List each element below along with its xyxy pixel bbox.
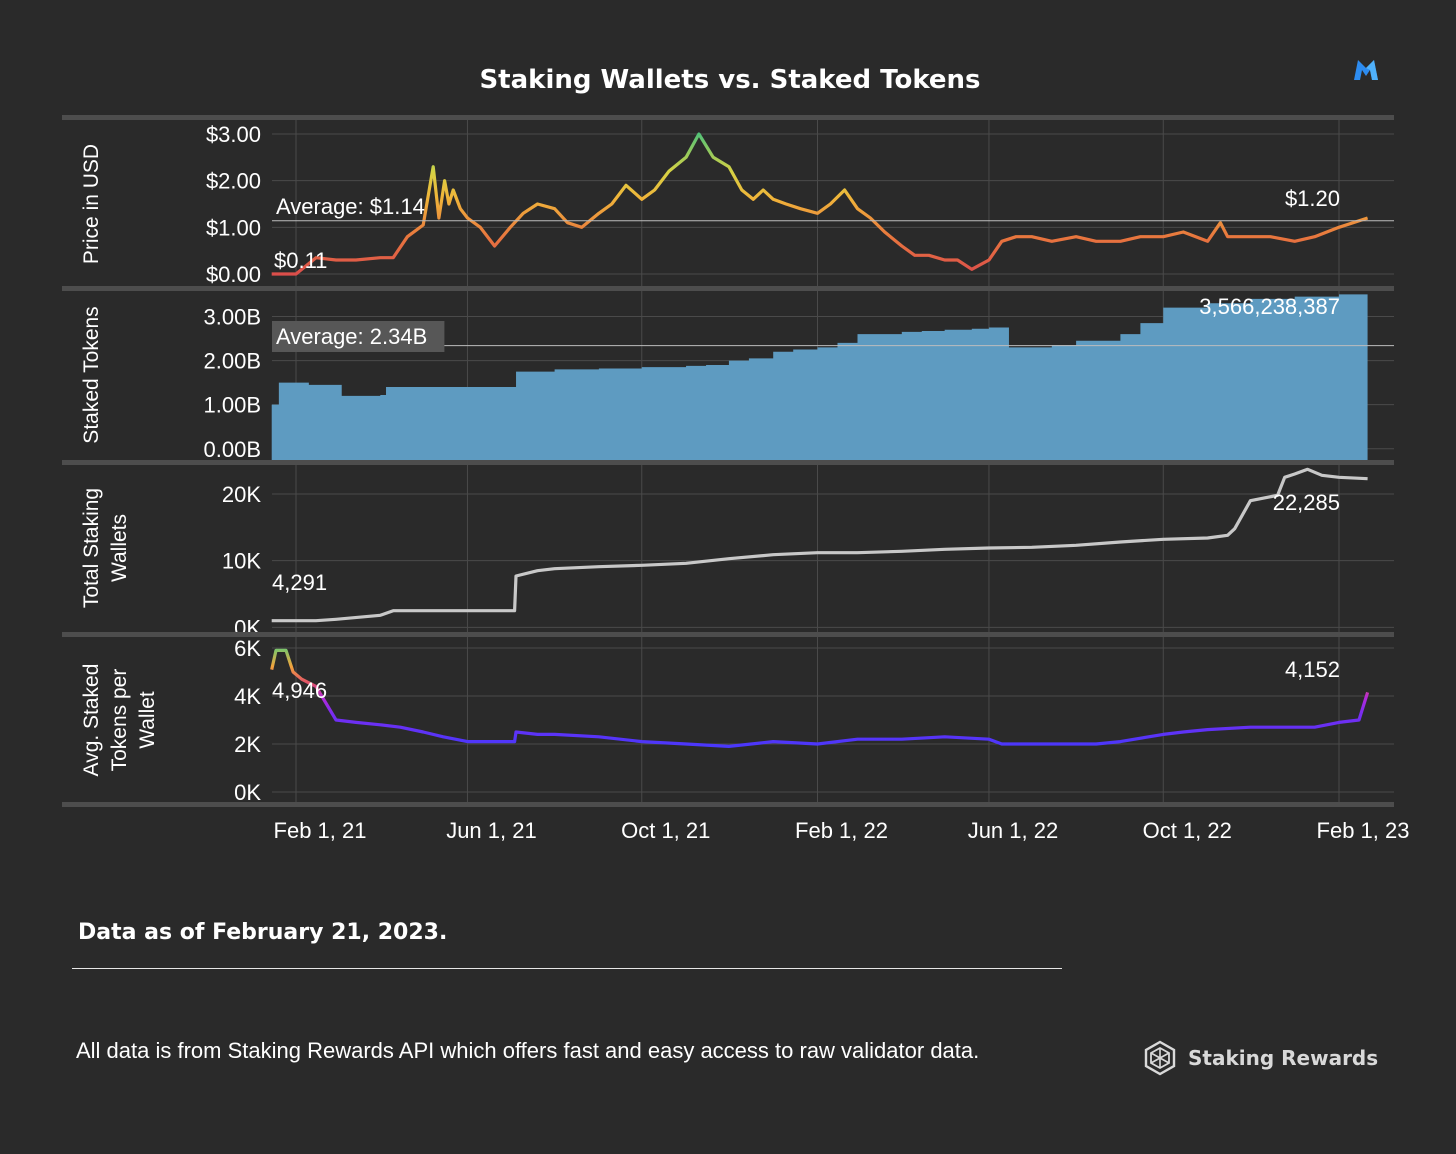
staked-end-label: 3,566,238,387 xyxy=(1199,294,1340,319)
x-tick-label: Oct 1, 21 xyxy=(621,818,710,843)
panel-separator xyxy=(62,286,1394,291)
x-tick-label: Jun 1, 21 xyxy=(446,818,537,843)
y-tick-label: $2.00 xyxy=(206,169,261,194)
y-tick-label: 2K xyxy=(234,732,261,757)
y-tick-label: 10K xyxy=(222,549,261,574)
x-tick-label: Feb 1, 22 xyxy=(795,818,888,843)
y-axis-label: Price in USD xyxy=(80,144,103,264)
wallets-start-label: 4,291 xyxy=(272,570,327,595)
x-tick-label: Feb 1, 23 xyxy=(1317,818,1410,843)
panel-2: 3.00B 2.00B 1.00B 0.00B Staked Tokens xyxy=(80,291,1394,462)
data-date-note: Data as of February 21, 2023. xyxy=(78,920,448,945)
average-label-bg xyxy=(272,321,445,352)
y-axis-label: Staked Tokens xyxy=(80,306,103,443)
chart-figure: Staking Wallets vs. Staked Tokens $3.00$… xyxy=(62,60,1410,843)
footer-text: All data is from Staking Rewards API whi… xyxy=(76,1038,980,1063)
y-tick-label: $3.00 xyxy=(206,122,261,147)
x-tick-label: Feb 1, 21 xyxy=(274,818,367,843)
y-tick-label: 3.00B xyxy=(204,304,262,329)
y-tick-label: 1.00B xyxy=(204,393,262,418)
y-tick-label: $0.00 xyxy=(206,262,261,287)
divider xyxy=(72,968,1062,969)
avg-start-label: 4,946 xyxy=(272,678,327,703)
brand-name: Staking Rewards xyxy=(1188,1046,1379,1070)
price-line xyxy=(271,132,1369,276)
y-tick-label: 0.00B xyxy=(204,437,262,462)
annotations: Average: $1.14 $0.11 $1.20 Average: 2.34B 3,… xyxy=(272,186,1340,703)
staked-average-label: Average: 2.34B xyxy=(276,324,427,349)
chart-title: Staking Wallets vs. Staked Tokens xyxy=(479,65,980,95)
staked-tokens-area xyxy=(271,291,1368,462)
panel-separator xyxy=(62,460,1394,465)
panel-separator xyxy=(62,115,1394,120)
y-axis-label: Wallet xyxy=(136,691,159,749)
panel-separator xyxy=(62,632,1394,637)
y-tick-label: 0K xyxy=(234,780,261,805)
price-average-label: Average: $1.14 xyxy=(276,194,425,219)
staking-rewards-logo-icon xyxy=(1144,1040,1176,1076)
x-tick-label: Oct 1, 22 xyxy=(1143,818,1232,843)
price-end-label: $1.20 xyxy=(1285,186,1340,211)
y-tick-label: 20K xyxy=(222,482,261,507)
x-tick-label: Jun 1, 22 xyxy=(968,818,1059,843)
y-tick-label: 4K xyxy=(234,684,261,709)
wallets-line xyxy=(271,467,1368,623)
wallets-end-label: 22,285 xyxy=(1273,490,1340,515)
y-axis-label: Tokens per xyxy=(108,669,131,772)
avg-end-label: 4,152 xyxy=(1285,657,1340,682)
brand[interactable]: Staking Rewards xyxy=(1142,1040,1378,1076)
y-tick-label: $1.00 xyxy=(206,215,261,240)
panel-1: $3.00 $2.00 $1.00 $0.00 Price in USD xyxy=(80,122,1394,287)
brand-corner-logo xyxy=(1354,60,1378,80)
y-axis-label: Wallets xyxy=(108,514,131,582)
price-start-label: $0.11 xyxy=(274,248,327,273)
y-tick-label: 2.00B xyxy=(204,349,262,374)
y-axis-label: Total Staking xyxy=(80,488,103,608)
panel-separator xyxy=(62,802,1394,807)
y-tick-label: 6K xyxy=(234,636,261,661)
avg-tokens-line xyxy=(270,648,1370,748)
panel-4: 6K 4K 2K 0K Avg. Staked Tokens per Wallet xyxy=(80,636,1394,805)
y-axis-label: Avg. Staked xyxy=(80,664,103,777)
